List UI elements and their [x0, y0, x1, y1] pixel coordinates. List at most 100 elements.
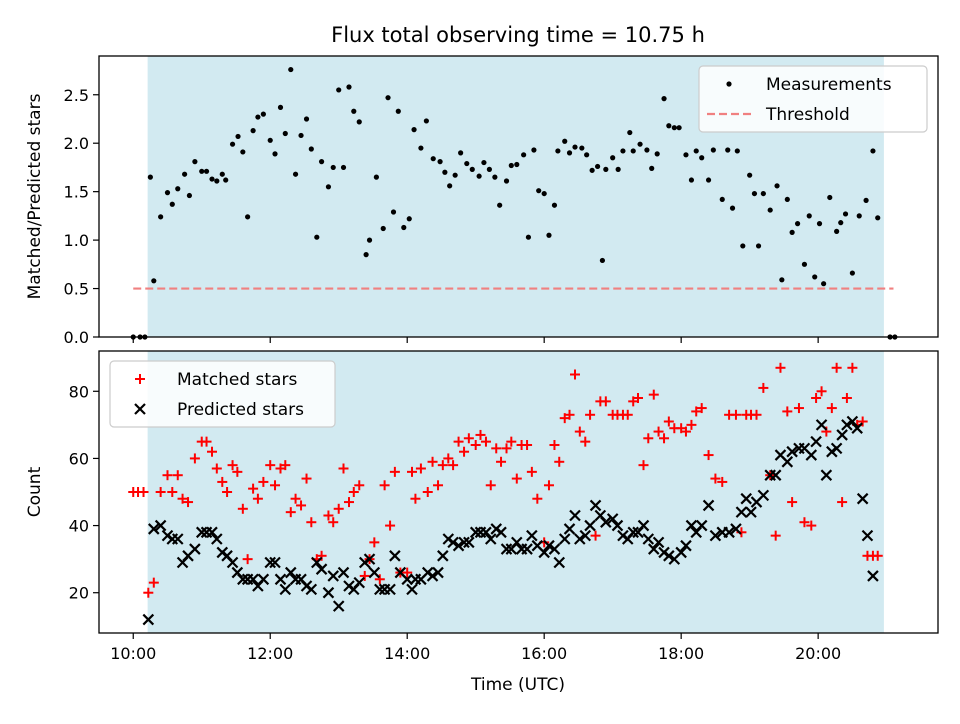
measurement-point	[437, 159, 443, 165]
x-tick-label: 20:00	[795, 644, 841, 663]
predicted-star-point	[553, 556, 566, 569]
matched-star-point	[270, 480, 281, 491]
predicted-star-point	[171, 533, 184, 545]
predicted-star-point	[611, 519, 624, 532]
predicted-star-point	[327, 570, 340, 582]
predicted-marker-b	[600, 516, 612, 528]
matched-star-point	[459, 446, 470, 457]
predicted-star-point	[538, 546, 550, 559]
matched-star-point	[770, 530, 781, 541]
measurement-point	[395, 108, 401, 114]
matched-star-point	[406, 466, 417, 477]
measurement-point	[175, 186, 181, 192]
predicted-marker-b	[538, 546, 550, 559]
predicted-marker-b	[798, 442, 811, 455]
predicted-star-point	[815, 419, 828, 431]
measurement-point	[458, 150, 464, 156]
matched-star-point	[301, 473, 312, 484]
matched-star-point	[758, 382, 769, 393]
predicted-star-point	[856, 492, 869, 505]
predicted-marker-b	[836, 429, 848, 441]
predicted-star-point	[257, 573, 270, 586]
measurement-point	[584, 152, 590, 158]
matched-star-point	[285, 507, 296, 518]
matched-star-point	[633, 393, 644, 403]
matched-star-point	[787, 497, 798, 508]
measurement-point	[363, 252, 369, 258]
matched-star-point	[485, 480, 496, 491]
predicted-marker-b	[279, 583, 292, 596]
matched-star-point	[385, 520, 396, 531]
measurement-point	[169, 201, 175, 207]
measurement-point	[812, 274, 818, 280]
predicted-marker-b	[781, 456, 794, 468]
predicted-star-point	[148, 523, 160, 535]
matched-star-point	[526, 466, 537, 477]
matched-star-point	[258, 476, 269, 487]
measurement-point	[661, 96, 667, 102]
matched-star-point	[265, 460, 276, 471]
predicted-star-point	[142, 613, 155, 626]
measurement-point	[373, 174, 379, 180]
measurement-point	[801, 261, 808, 267]
x-axis-label: Time (UTC)	[470, 675, 565, 695]
predicted-star-point	[867, 570, 879, 582]
measurement-point	[688, 177, 695, 183]
x-tick-label: 16:00	[521, 644, 567, 663]
y-tick-label: 2.0	[64, 134, 89, 153]
matched-star-point	[242, 554, 253, 565]
predicted-marker-b	[685, 519, 698, 532]
matched-star-point	[222, 487, 233, 497]
predicted-marker-b	[663, 550, 675, 562]
measurement-point	[637, 141, 643, 147]
measurement-point	[683, 152, 689, 158]
measurement-point	[442, 169, 448, 175]
measurement-point	[219, 171, 225, 177]
y-tick-label: 60	[69, 449, 89, 468]
measurement-point	[214, 178, 220, 184]
predicted-star-point	[463, 536, 475, 549]
predicted-star-point	[589, 499, 602, 512]
predicted-marker-b	[680, 539, 692, 552]
predicted-star-point	[500, 543, 513, 555]
matched-star-point	[782, 406, 793, 417]
matched-star-point	[511, 473, 522, 484]
measurement-point	[654, 151, 660, 157]
predicted-marker-b	[774, 449, 787, 461]
predicted-marker-b	[315, 563, 328, 575]
measurement-point	[603, 166, 609, 172]
matched-star-point	[574, 426, 585, 437]
measurement-point	[767, 207, 773, 213]
measurement-point	[710, 147, 716, 153]
predicted-marker-b	[463, 536, 475, 549]
predicted-star-point	[841, 419, 853, 431]
measurement-point	[508, 162, 514, 169]
predicted-star-point	[846, 415, 859, 428]
measurement-point	[620, 148, 626, 154]
measurement-point	[151, 278, 157, 284]
predicted-star-point	[469, 526, 482, 539]
predicted-star-point	[368, 566, 381, 579]
predicted-marker-b	[189, 543, 201, 555]
matched-star-point	[437, 460, 448, 471]
matched-star-point	[751, 409, 762, 420]
predicted-marker-b	[846, 415, 859, 428]
predicted-marker-b	[841, 419, 853, 431]
predicted-star-point	[447, 536, 459, 549]
measurement-point	[366, 237, 373, 243]
matched-star-point	[183, 497, 194, 508]
predicted-marker-b	[353, 576, 366, 589]
measurement-point	[610, 155, 616, 161]
predicted-marker-b	[384, 583, 396, 596]
predicted-marker-b	[723, 526, 735, 539]
matched-star-point	[155, 487, 166, 497]
matched-star-point	[857, 416, 868, 427]
predicted-star-point	[730, 523, 742, 535]
legend: Measurements Threshold	[698, 65, 928, 133]
matched-star-point	[427, 456, 438, 467]
x-tick-label: 18:00	[658, 644, 704, 663]
y-tick-label: 80	[69, 382, 89, 401]
predicted-marker-b	[730, 523, 742, 535]
predicted-star-point	[548, 543, 561, 555]
